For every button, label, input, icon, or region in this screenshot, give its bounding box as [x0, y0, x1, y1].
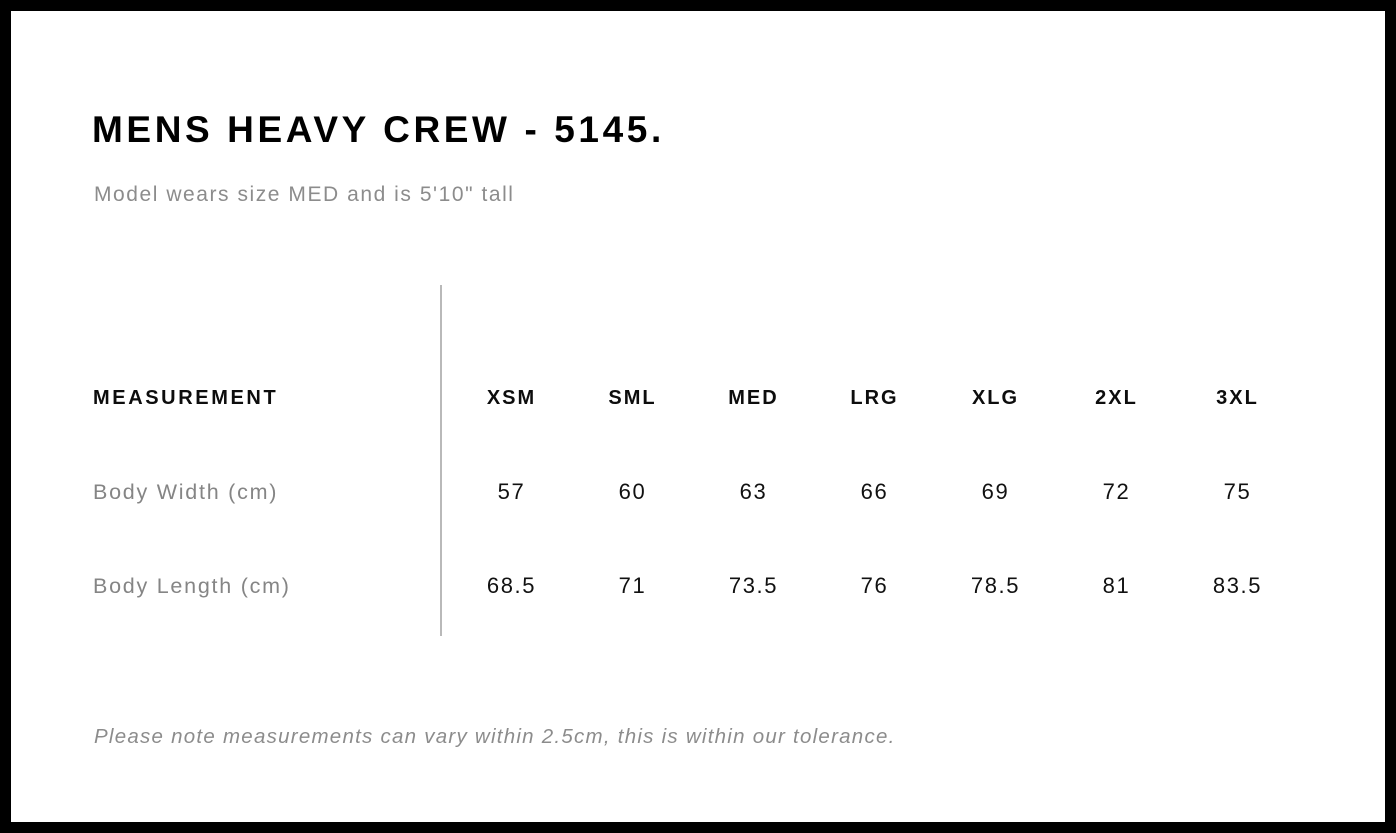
- column-header-3xl: 3XL: [1216, 386, 1259, 409]
- table-row: Body Length (cm) 68.5 71 73.5 76 78.5 81…: [11, 539, 1391, 633]
- column-header-spacer: [1298, 351, 1391, 445]
- column-header-xlg: XLG: [971, 386, 1020, 409]
- cell-body-width-sml: 60: [618, 479, 647, 504]
- row-label-body-width: Body Width (cm): [93, 479, 279, 504]
- cell-body-length-xsm: 68.5: [486, 573, 537, 598]
- measurement-table: MEASUREMENT XSM SML MED LRG XLG 2XL 3XL …: [11, 351, 1391, 633]
- column-header-measurement: MEASUREMENT: [93, 386, 279, 409]
- table-column-divider: [440, 285, 442, 636]
- column-header-xsm: XSM: [486, 386, 537, 409]
- row-spacer: [1298, 539, 1391, 633]
- cell-body-length-2xl: 81: [1102, 573, 1131, 598]
- cell-body-length-xlg: 78.5: [970, 573, 1021, 598]
- cell-body-width-xlg: 69: [981, 479, 1010, 504]
- cell-body-width-med: 63: [739, 479, 768, 504]
- cell-body-length-sml: 71: [618, 573, 647, 598]
- row-spacer: [1298, 445, 1391, 539]
- column-header-2xl: 2XL: [1095, 386, 1138, 409]
- column-header-med: MED: [728, 386, 779, 409]
- table-header-row: MEASUREMENT XSM SML MED LRG XLG 2XL 3XL: [11, 351, 1391, 445]
- cell-body-length-lrg: 76: [860, 573, 889, 598]
- cell-body-width-3xl: 75: [1223, 479, 1252, 504]
- cell-body-length-3xl: 83.5: [1212, 573, 1263, 598]
- page-title: MENS HEAVY CREW - 5145.: [92, 109, 665, 150]
- cell-body-length-med: 73.5: [728, 573, 779, 598]
- row-label-body-length: Body Length (cm): [93, 573, 291, 598]
- cell-body-width-lrg: 66: [860, 479, 889, 504]
- cell-body-width-xsm: 57: [497, 479, 526, 504]
- column-header-lrg: LRG: [850, 386, 899, 409]
- size-chart-card: MENS HEAVY CREW - 5145. Model wears size…: [11, 11, 1385, 822]
- column-header-sml: SML: [608, 386, 657, 409]
- model-info-subtitle: Model wears size MED and is 5'10" tall: [94, 183, 515, 206]
- cell-body-width-2xl: 72: [1102, 479, 1131, 504]
- tolerance-note: Please note measurements can vary within…: [94, 725, 896, 748]
- table-row: Body Width (cm) 57 60 63 66 69 72 75: [11, 445, 1391, 539]
